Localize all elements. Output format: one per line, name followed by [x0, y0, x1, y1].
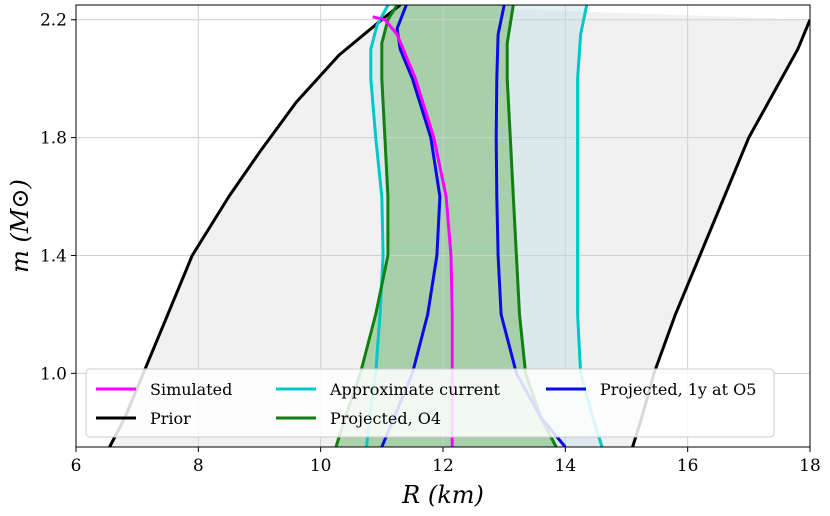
- y-tick-label-1: 1.0: [40, 364, 67, 384]
- legend-label-projected-o4: Projected, O4: [330, 409, 441, 428]
- x-tick-label-18: 18: [799, 456, 821, 476]
- legend-label-projected-1y-at-o5: Projected, 1y at O5: [600, 380, 756, 399]
- legend-label-approximate-current: Approximate current: [329, 380, 500, 399]
- y-axis-label: m (M⊙): [6, 179, 34, 273]
- legend-box: [85, 368, 775, 438]
- x-tick-label-8: 8: [193, 456, 204, 476]
- y-tick-label-2.2: 2.2: [40, 11, 67, 31]
- band-fills: [109, 5, 810, 447]
- legend: Simulated Approximate current Projected, 1…: [85, 368, 775, 438]
- x-tick-label-14: 14: [555, 456, 577, 476]
- x-tick-label-12: 12: [432, 456, 454, 476]
- x-tick-label-10: 10: [310, 456, 332, 476]
- x-axis-ticks: 6 8 10 12 14 16 18: [71, 447, 821, 476]
- legend-label-prior: Prior: [150, 409, 191, 428]
- legend-label-simulated: Simulated: [150, 380, 232, 399]
- x-axis-label: R (km): [401, 481, 484, 509]
- x-tick-label-6: 6: [71, 456, 82, 476]
- line-simulated: [372, 15, 454, 447]
- fill-projected-o4: [336, 5, 557, 447]
- y-axis-ticks: 1.0 1.4 1.8 2.2: [40, 11, 76, 384]
- x-tick-label-16: 16: [677, 456, 699, 476]
- y-tick-label-1.4: 1.4: [40, 246, 67, 266]
- y-tick-label-1.8: 1.8: [40, 129, 67, 149]
